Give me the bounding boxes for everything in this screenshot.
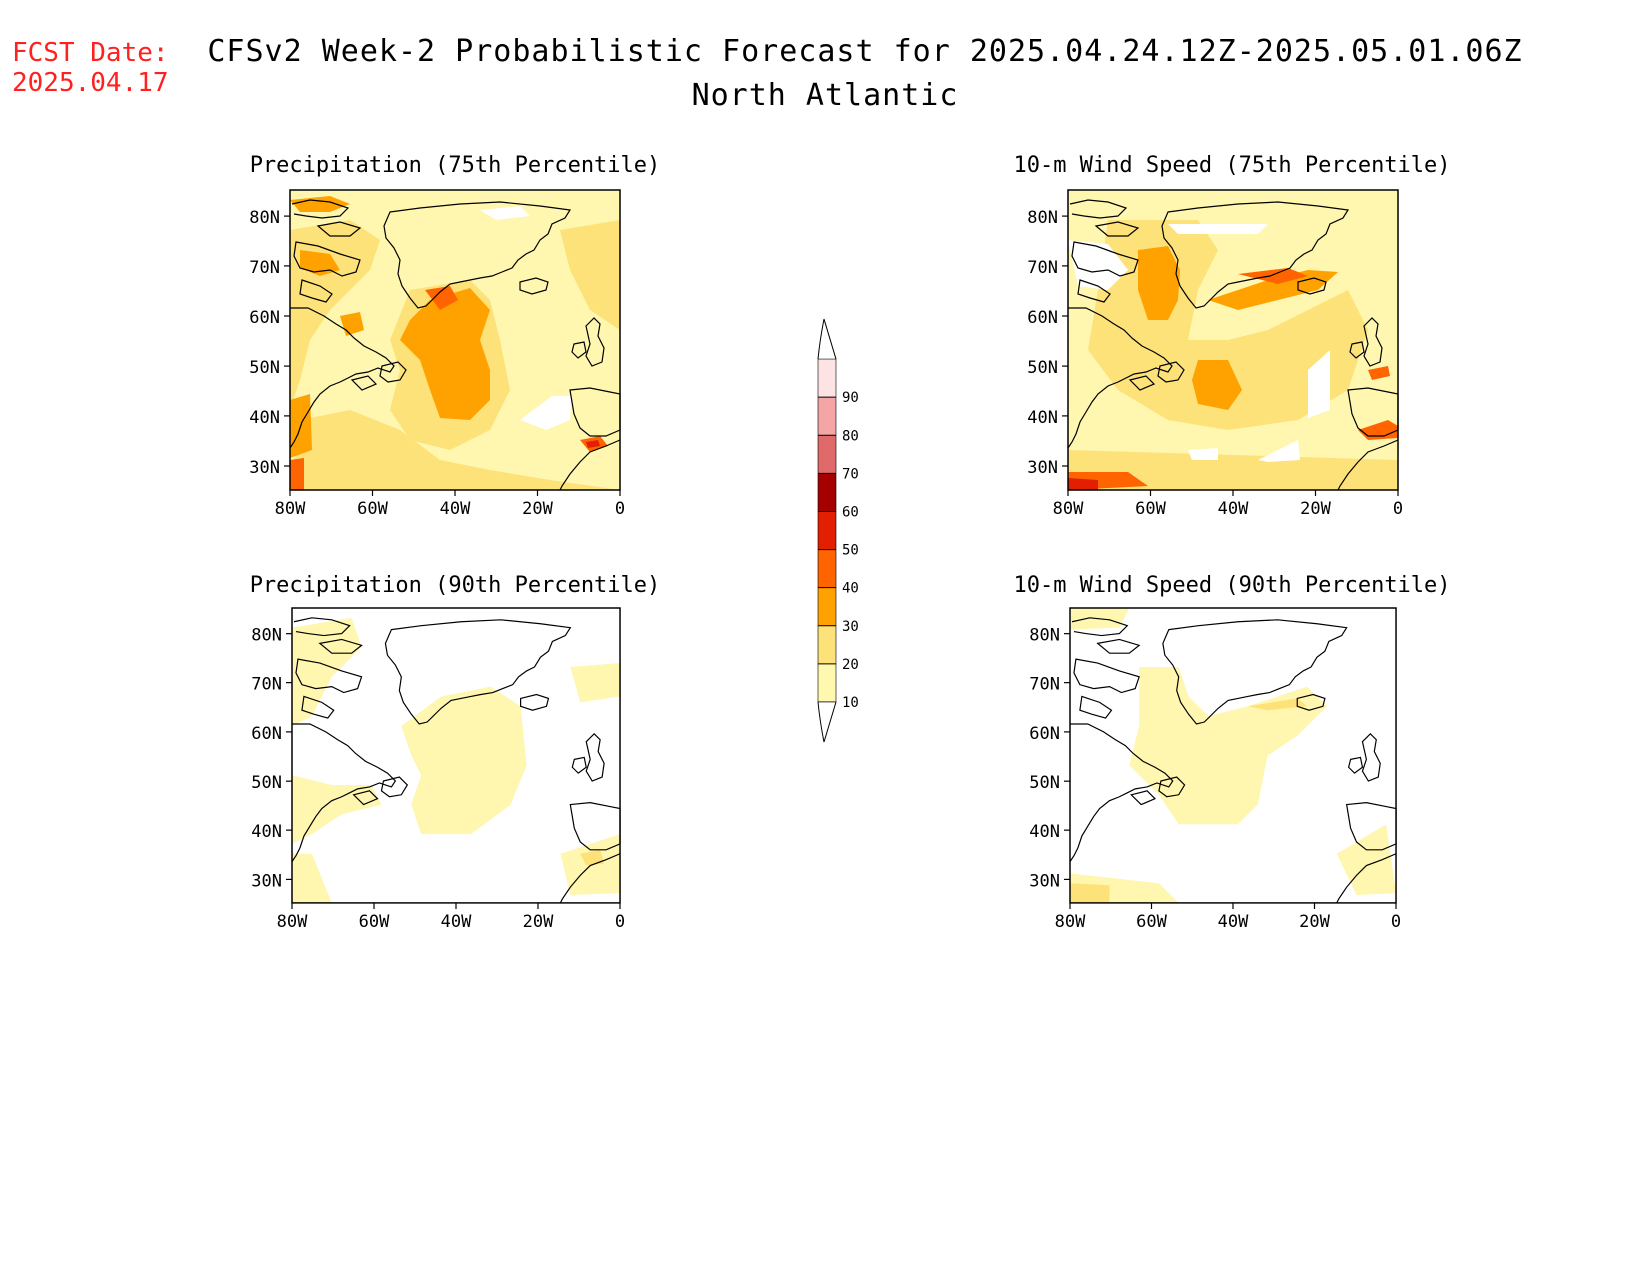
lat-tick-label: 30N: [1027, 458, 1058, 478]
lat-tick-label: 50N: [1029, 773, 1060, 793]
colorbar-label: 30: [842, 619, 859, 635]
colorbar-label: 90: [842, 390, 859, 406]
colorbar-label: 50: [842, 543, 859, 559]
lat-tick-label: 30N: [249, 458, 280, 478]
lon-tick-label: 80W: [277, 912, 308, 932]
colorbar-swatch: [818, 397, 836, 436]
colorbar-swatch: [818, 549, 836, 588]
colorbar: 10 20 30 40 50 60 70 80 90: [817, 318, 859, 743]
lon-tick-label: 40W: [441, 912, 472, 932]
lon-tick-label: 40W: [440, 499, 471, 519]
lon-tick-label: 60W: [359, 912, 390, 932]
colorbar-swatch: [818, 435, 836, 474]
lat-tick-label: 60N: [249, 308, 280, 328]
colorbar-label: 20: [842, 657, 859, 673]
axes-layer: 80N 70N 60N 50N 40N 30N 80W 60W 40W 20W 0 80N 70N 60N…: [249, 208, 1403, 932]
colorbar-label: 70: [842, 466, 859, 482]
lon-tick-label: 60W: [357, 499, 388, 519]
lon-tick-label: 60W: [1136, 912, 1167, 932]
lat-tick-label: 40N: [1029, 822, 1060, 842]
lon-tick-label: 40W: [1218, 912, 1249, 932]
colorbar-top-arrow: [817, 318, 837, 360]
colorbar-swatch: [818, 587, 836, 626]
lat-tick-label: 40N: [1027, 408, 1058, 428]
lat-tick-label: 50N: [251, 773, 282, 793]
region-subtitle: North Atlantic: [691, 78, 959, 113]
colorbar-label: 10: [842, 695, 859, 711]
panel-wind-75: [1067, 189, 1399, 491]
lat-tick-label: 80N: [251, 626, 282, 646]
lat-tick-label: 60N: [1027, 308, 1058, 328]
lat-tick-label: 30N: [251, 871, 282, 891]
lon-tick-label: 20W: [522, 499, 553, 519]
lat-tick-label: 30N: [1029, 871, 1060, 891]
panel-title-precip-90: Precipitation (90th Percentile): [250, 573, 661, 598]
lat-tick-label: 40N: [249, 408, 280, 428]
lon-tick-label: 60W: [1135, 499, 1166, 519]
panel-precip-75: [289, 189, 621, 491]
fcst-date-value: 2025.04.17: [12, 68, 169, 98]
lat-tick-label: 40N: [251, 822, 282, 842]
colorbar-label: 80: [842, 428, 859, 444]
lat-tick-label: 60N: [1029, 724, 1060, 744]
lat-tick-label: 70N: [1027, 258, 1058, 278]
lon-tick-label: 20W: [523, 912, 554, 932]
colorbar-swatch: [818, 625, 836, 664]
colorbar-swatch: [818, 663, 836, 702]
lon-tick-label: 0: [1393, 499, 1403, 519]
panel-title-wind-90: 10-m Wind Speed (90th Percentile): [1013, 573, 1450, 598]
lat-tick-label: 70N: [249, 258, 280, 278]
lon-tick-label: 0: [615, 912, 625, 932]
lon-tick-label: 20W: [1300, 499, 1331, 519]
lat-tick-label: 80N: [1029, 626, 1060, 646]
lon-tick-label: 80W: [275, 499, 306, 519]
colorbar-swatch: [818, 511, 836, 550]
lat-tick-label: 70N: [1029, 675, 1060, 695]
lon-tick-label: 0: [1391, 912, 1401, 932]
lat-tick-label: 60N: [251, 724, 282, 744]
forecast-date-label: FCST Date: 2025.04.17: [12, 38, 169, 98]
lon-tick-label: 80W: [1053, 499, 1084, 519]
main-title: CFSv2 Week-2 Probabilistic Forecast for …: [207, 34, 1523, 69]
colorbar-bottom-arrow: [817, 701, 837, 743]
precip-90-contours: [292, 617, 621, 903]
lon-tick-label: 80W: [1055, 912, 1086, 932]
colorbar-swatch: [818, 359, 836, 398]
colorbar-label: 60: [842, 504, 859, 520]
lon-tick-label: 20W: [1299, 912, 1330, 932]
lon-tick-label: 40W: [1218, 499, 1249, 519]
panel-title-wind-75: 10-m Wind Speed (75th Percentile): [1013, 153, 1450, 178]
panel-title-precip-75: Precipitation (75th Percentile): [250, 153, 661, 178]
lat-tick-label: 70N: [251, 675, 282, 695]
lat-tick-label: 50N: [1027, 358, 1058, 378]
colorbar-frame: [817, 358, 837, 703]
panel-precip-90: [291, 607, 621, 904]
lat-tick-label: 80N: [249, 208, 280, 228]
fcst-date-caption: FCST Date:: [12, 38, 169, 68]
colorbar-label: 40: [842, 581, 859, 597]
panel-wind-90: [1069, 607, 1397, 904]
colorbar-swatch: [818, 473, 836, 512]
lat-tick-label: 80N: [1027, 208, 1058, 228]
lat-tick-label: 50N: [249, 358, 280, 378]
wind-90-contours: [1070, 608, 1397, 903]
lon-tick-label: 0: [615, 499, 625, 519]
